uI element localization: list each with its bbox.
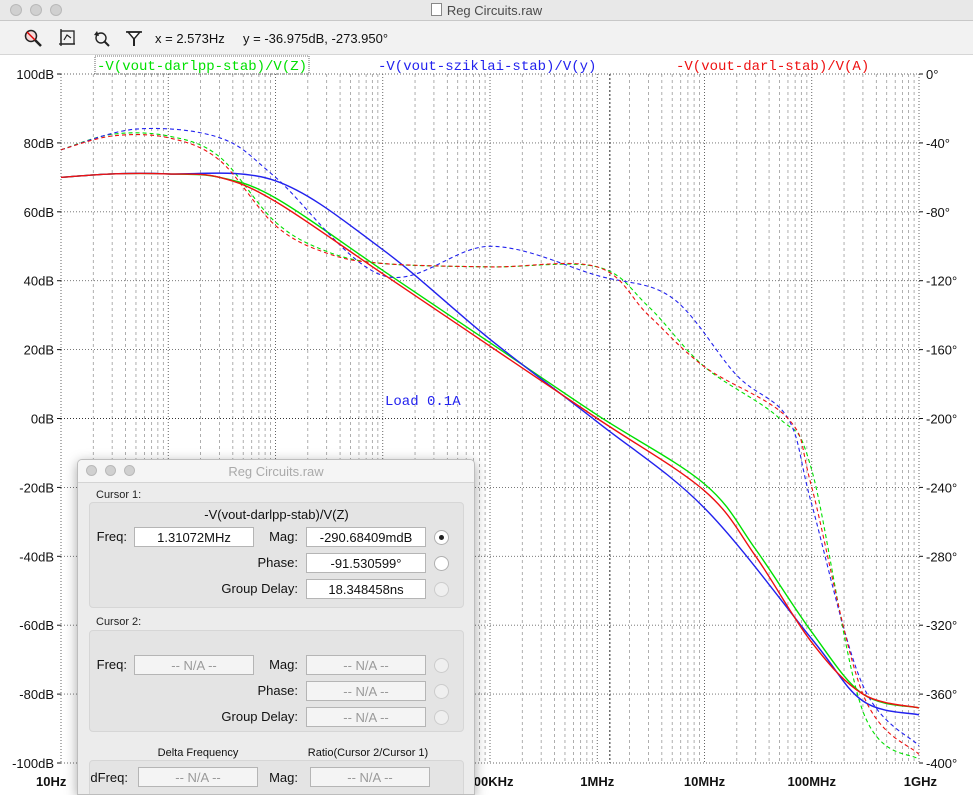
trace-lines: [60, 74, 920, 763]
y-right-tick-label: -120°: [926, 274, 957, 289]
cursor2-phase-label: Phase:: [257, 683, 298, 698]
delta-mag-field[interactable]: -- N/A --: [310, 767, 430, 787]
cursor1-mag-field[interactable]: -290.68409mdB: [306, 527, 426, 547]
x-tick-label: 100KHz: [467, 774, 514, 789]
cursor2-mag-field[interactable]: -- N/A --: [306, 655, 426, 675]
autorange-icon[interactable]: [57, 28, 77, 48]
x-tick-label: 1GHz: [904, 774, 938, 789]
legend-entry-2: -V(vout-darl-stab)/V(A): [676, 59, 869, 75]
y-left-tick-label: 40dB: [24, 274, 54, 289]
cursor1-group-delay-radio[interactable]: [434, 582, 449, 597]
y-left-tick-label: 80dB: [24, 136, 54, 151]
cursor1-phase-radio[interactable]: [434, 556, 449, 571]
y-left-tick-label: -40dB: [19, 549, 54, 564]
cursor2-phase-radio[interactable]: [434, 684, 449, 699]
zoom-icon[interactable]: [23, 28, 43, 48]
cursor2-group-delay-label: Group Delay:: [221, 709, 298, 724]
cursor1-mag-radio[interactable]: [434, 530, 449, 545]
probe-icon[interactable]: [124, 28, 144, 48]
x-tick-label: 1MHz: [580, 774, 614, 789]
phase-trace-2: [60, 134, 920, 755]
cursor2-mag-radio[interactable]: [434, 658, 449, 673]
y-right-tick-label: -280°: [926, 549, 957, 564]
x-tick-label: 10Hz: [36, 774, 67, 789]
x-tick-label: 100MHz: [788, 774, 837, 789]
cursor1-phase-label: Phase:: [257, 555, 298, 570]
y-right-tick-label: -240°: [926, 480, 957, 495]
cursor2-freq-field[interactable]: -- N/A --: [134, 655, 254, 675]
legend-selected-box: [94, 55, 310, 75]
legend-entry-0: -V(vout-darlpp-stab)/V(Z): [97, 59, 307, 75]
cursor2-mag-label: Mag:: [269, 657, 298, 672]
cursor1-group: -V(vout-darlpp-stab)/V(Z) Freq: 1.31072M…: [89, 502, 464, 608]
cursor-readout-dialog: Reg Circuits.raw Cursor 1: -V(vout-darlp…: [77, 459, 475, 795]
chart-annotation: Load 0.1A: [385, 394, 461, 410]
delta-mag-label: Mag:: [269, 770, 298, 785]
y-right-tick-label: -320°: [926, 618, 957, 633]
y-right-tick-label: -160°: [926, 343, 957, 358]
phase-trace-1: [60, 127, 920, 747]
y-left-tick-label: 20dB: [24, 343, 54, 358]
phase-trace-0: [60, 132, 920, 761]
dialog-zoom-button[interactable]: [124, 465, 135, 476]
cursor2-label: Cursor 2:: [96, 616, 142, 628]
major-grid: [60, 73, 920, 764]
x-tick-label: 10MHz: [684, 774, 726, 789]
cursor-y-readout: y = -36.975dB, -273.950°: [243, 31, 389, 46]
zoom-window-button[interactable]: [50, 4, 62, 16]
cursor1-phase-field[interactable]: -91.530599°: [306, 553, 426, 573]
dfreq-label: dFreq:: [90, 770, 128, 785]
cursor2-freq-label: Freq:: [96, 657, 127, 672]
cursor1-group-delay-label: Group Delay:: [221, 581, 298, 596]
trace-legend: -V(vout-darlpp-stab)/V(Z) -V(vout-sziklai…: [94, 55, 869, 75]
y-right-tick-label: -200°: [926, 412, 957, 427]
minimize-window-button[interactable]: [30, 4, 42, 16]
legend-entry-1: -V(vout-sziklai-stab)/V(y): [378, 59, 596, 75]
dialog-title: Reg Circuits.raw: [228, 464, 324, 479]
y-left-tick-label: 60dB: [24, 205, 54, 220]
cursor2-phase-field[interactable]: -- N/A --: [306, 681, 426, 701]
ratio-header: Ratio(Cursor 2/Cursor 1): [307, 747, 429, 759]
dialog-minimize-button[interactable]: [105, 465, 116, 476]
y-left-tick-label: -100dB: [12, 756, 54, 771]
y-left-tick-label: 100dB: [16, 67, 54, 82]
cursor1-freq-field[interactable]: 1.31072MHz: [134, 527, 254, 547]
cursor1-label: Cursor 1:: [96, 489, 142, 501]
magnitude-trace-2: [60, 172, 920, 709]
dialog-titlebar: Reg Circuits.raw: [78, 460, 474, 483]
cursor1-mag-label: Mag:: [269, 529, 298, 544]
cursor1-freq-label: Freq:: [96, 529, 127, 544]
dfreq-field[interactable]: -- N/A --: [138, 767, 258, 787]
y-right-tick-label: -40°: [926, 136, 950, 151]
y-right-tick-label: 0°: [926, 67, 938, 82]
cursor2-group-delay-radio[interactable]: [434, 710, 449, 725]
y-left-tick-label: -80dB: [19, 687, 54, 702]
cursor-x-readout: x = 2.573Hz: [155, 31, 225, 46]
y-right-tick-label: -360°: [926, 687, 957, 702]
window-title: Reg Circuits.raw: [0, 3, 973, 18]
y-right-tick-label: -400°: [926, 756, 957, 771]
cursor2-group: Freq: -- N/A -- Mag: -- N/A -- Phase: --…: [89, 630, 464, 732]
y-left-tick-label: 0dB: [31, 412, 54, 427]
delta-group: dFreq: -- N/A -- Mag: -- N/A --: [89, 760, 464, 794]
cursor1-group-delay-field[interactable]: 18.348458ns: [306, 579, 426, 599]
undo-zoom-icon[interactable]: [91, 28, 111, 48]
delta-frequency-header: Delta Frequency: [157, 747, 239, 759]
window-titlebar: Reg Circuits.raw: [0, 0, 973, 21]
document-icon: [430, 3, 442, 16]
cursor2-group-delay-field[interactable]: -- N/A --: [306, 707, 426, 727]
y-right-tick-label: -80°: [926, 205, 950, 220]
dialog-close-button[interactable]: [86, 465, 97, 476]
y-left-tick-label: -20dB: [19, 480, 54, 495]
plot-toolbar: x = 2.573Hz y = -36.975dB, -273.950°: [0, 21, 973, 55]
close-window-button[interactable]: [10, 4, 22, 16]
y-left-tick-label: -60dB: [19, 618, 54, 633]
cursor1-trace-name: -V(vout-darlpp-stab)/V(Z): [204, 507, 349, 522]
